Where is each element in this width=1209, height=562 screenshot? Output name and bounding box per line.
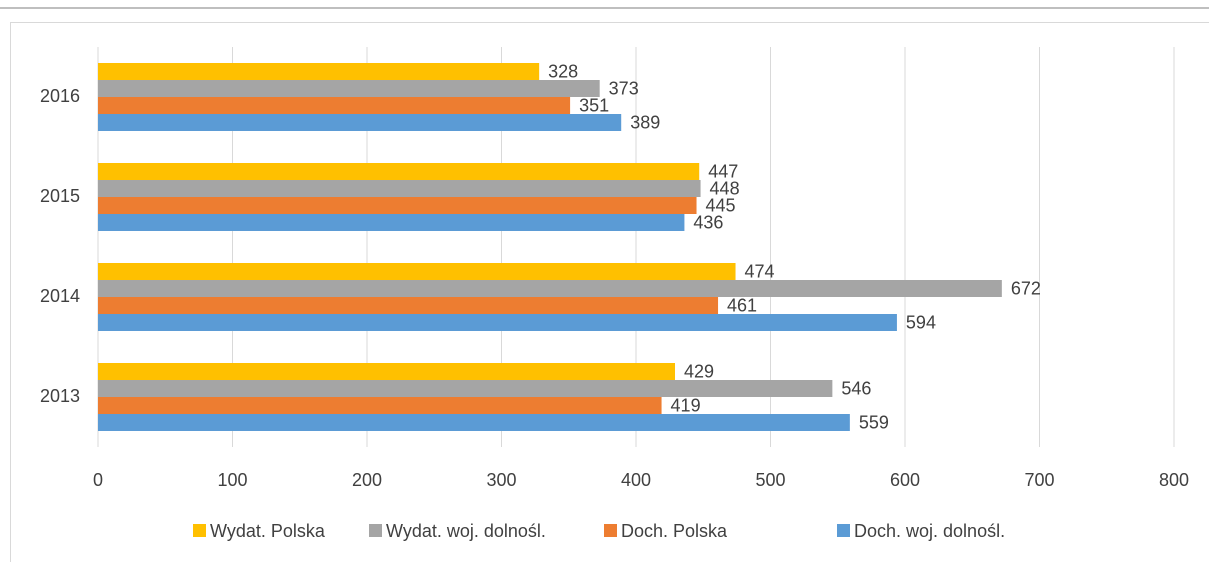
legend-swatch	[193, 524, 206, 537]
data-label: 448	[710, 178, 740, 198]
data-label: 461	[727, 295, 757, 315]
legend-label: Wydat. Polska	[210, 521, 326, 541]
legend-swatch	[837, 524, 850, 537]
bar	[98, 414, 850, 431]
legend-swatch	[369, 524, 382, 537]
legend-label: Doch. Polska	[621, 521, 728, 541]
bar	[98, 380, 833, 397]
x-tick-label: 600	[890, 470, 920, 490]
y-tick-label: 2015	[40, 186, 80, 206]
x-tick-label: 200	[352, 470, 382, 490]
data-label: 559	[859, 412, 889, 432]
data-label: 594	[906, 312, 936, 332]
data-label: 436	[693, 212, 723, 232]
x-tick-label: 700	[1024, 470, 1054, 490]
bar	[98, 314, 897, 331]
bar	[98, 214, 685, 231]
y-tick-label: 2013	[40, 386, 80, 406]
data-label: 351	[579, 95, 609, 115]
x-tick-label: 500	[755, 470, 785, 490]
data-label: 474	[745, 261, 775, 281]
data-label: 445	[706, 195, 736, 215]
bar	[98, 197, 697, 214]
bar	[98, 180, 701, 197]
bar	[98, 280, 1002, 297]
bar	[98, 163, 700, 180]
bar	[98, 80, 600, 97]
bar	[98, 114, 622, 131]
bar	[98, 263, 736, 280]
x-tick-label: 300	[486, 470, 516, 490]
bar	[98, 397, 662, 414]
data-label: 672	[1011, 278, 1041, 298]
data-label: 389	[630, 112, 660, 132]
bar	[98, 363, 676, 380]
bar	[98, 97, 571, 114]
legend-swatch	[604, 524, 617, 537]
x-tick-label: 0	[93, 470, 103, 490]
data-label: 429	[684, 361, 714, 381]
legend-label: Doch. woj. dolnośl.	[854, 521, 1005, 541]
x-tick-label: 100	[217, 470, 247, 490]
data-label: 546	[841, 378, 871, 398]
x-tick-label: 800	[1159, 470, 1189, 490]
data-label: 373	[609, 78, 639, 98]
data-label: 447	[708, 161, 738, 181]
y-tick-label: 2014	[40, 286, 80, 306]
legend-label: Wydat. woj. dolnośl.	[386, 521, 546, 541]
bar	[98, 297, 719, 314]
bar	[98, 63, 540, 80]
x-tick-label: 400	[621, 470, 651, 490]
y-tick-label: 2016	[40, 86, 80, 106]
data-label: 328	[548, 61, 578, 81]
data-label: 419	[671, 395, 701, 415]
